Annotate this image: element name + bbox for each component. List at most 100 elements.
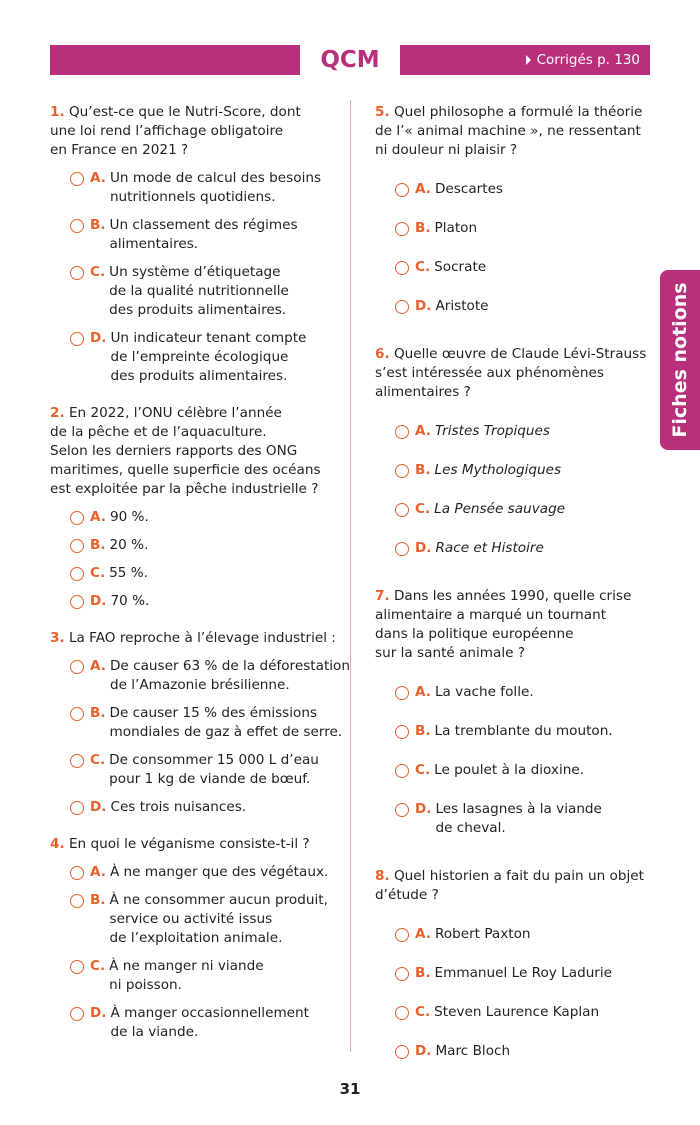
answer-checkbox[interactable] (70, 539, 84, 553)
option-letter: A. (415, 423, 431, 439)
option-text: Platon (434, 220, 478, 236)
question-text: 4. En quoi le véganisme consiste-t-il ? (50, 835, 342, 854)
answer-option[interactable]: C. Steven Laurence Kaplan (375, 1003, 655, 1022)
option-letter: B. (415, 965, 431, 981)
answer-option[interactable]: A. Descartes (375, 180, 655, 199)
option-letter: C. (415, 501, 431, 517)
side-tab-label[interactable]: Fiches notions (669, 282, 691, 438)
answer-checkbox[interactable] (70, 511, 84, 525)
answer-option[interactable]: A. 90 %. (50, 508, 342, 527)
answer-checkbox[interactable] (70, 332, 84, 346)
question-body: Quel historien a fait du pain un objet d… (375, 868, 644, 903)
answer-option[interactable]: B. Emmanuel Le Roy Ladurie (375, 964, 655, 983)
answer-option[interactable]: D. Race et Histoire (375, 539, 655, 558)
option-letter: C. (415, 1004, 431, 1020)
answer-checkbox[interactable] (395, 222, 409, 236)
answer-checkbox[interactable] (395, 542, 409, 556)
answer-option[interactable]: C. 55 %. (50, 564, 342, 583)
option-text: À ne manger que des végétaux. (109, 864, 329, 880)
option-text: Ces trois nuisances. (110, 799, 247, 815)
question-number: 6. (375, 346, 390, 362)
answer-checkbox[interactable] (70, 960, 84, 974)
answer-checkbox[interactable] (395, 425, 409, 439)
answer-option[interactable]: D. Les lasagnes à la viande de cheval. (375, 800, 655, 838)
answer-checkbox[interactable] (70, 894, 84, 908)
answer-option[interactable]: D. 70 %. (50, 592, 342, 611)
answer-checkbox[interactable] (395, 1006, 409, 1020)
left-column: 1. Qu’est-ce que le Nutri-Score, dont un… (50, 103, 350, 1042)
answer-checkbox[interactable] (395, 464, 409, 478)
answers-link[interactable]: Corrigés p. 130 (400, 45, 640, 75)
answer-option[interactable]: B. 20 %. (50, 536, 342, 555)
option-text: Emmanuel Le Roy Ladurie (434, 965, 613, 981)
answer-option[interactable]: A. À ne manger que des végétaux. (50, 863, 342, 882)
option-letter: B. (415, 220, 431, 236)
option-letter: D. (90, 593, 107, 609)
answer-option[interactable]: B. Platon (375, 219, 655, 238)
option-letter: B. (90, 537, 106, 553)
option-text: Un système d’étiquetage de la qualité nu… (109, 264, 289, 318)
answer-option[interactable]: A. La vache folle. (375, 683, 655, 702)
answer-option[interactable]: D. Ces trois nuisances. (50, 798, 342, 817)
answer-checkbox[interactable] (70, 801, 84, 815)
option-text: La vache folle. (434, 684, 534, 700)
option-text: Un indicateur tenant compte de l’emprein… (110, 330, 307, 384)
answer-checkbox[interactable] (70, 266, 84, 280)
answer-checkbox[interactable] (70, 866, 84, 880)
answer-checkbox[interactable] (395, 764, 409, 778)
question-body: Quel philosophe a formulé la théorie de … (375, 104, 643, 158)
option-letter: C. (415, 259, 431, 275)
question: 7. Dans les années 1990, quelle crise al… (375, 587, 655, 838)
answer-option[interactable]: C. À ne manger ni viande ni poisson. (50, 957, 342, 995)
answer-option[interactable]: A. Tristes Tropiques (375, 422, 655, 441)
answer-option[interactable]: D. À manger occasionnellement de la viand… (50, 1004, 342, 1042)
answer-checkbox[interactable] (395, 261, 409, 275)
answer-checkbox[interactable] (70, 595, 84, 609)
answers-link-text[interactable]: Corrigés p. 130 (536, 52, 640, 68)
answer-checkbox[interactable] (395, 1045, 409, 1059)
answer-checkbox[interactable] (395, 803, 409, 817)
answer-option[interactable]: C. De consommer 15 000 L d’eau pour 1 kg … (50, 751, 342, 789)
answer-option[interactable]: D. Un indicateur tenant compte de l’empre… (50, 329, 342, 386)
answer-checkbox[interactable] (395, 928, 409, 942)
answer-option[interactable]: A. De causer 63 % de la déforestation de … (50, 657, 350, 695)
question: 5. Quel philosophe a formulé la théorie … (375, 103, 655, 316)
answer-option[interactable]: B. La tremblante du mouton. (375, 722, 655, 741)
answer-option[interactable]: C. Le poulet à la dioxine. (375, 761, 655, 780)
header-bar (50, 45, 300, 75)
answer-checkbox[interactable] (70, 754, 84, 768)
option-text: Les Mythologiques (434, 462, 562, 478)
answer-option[interactable]: B. De causer 15 % des émissions mondiales… (50, 704, 342, 742)
answer-option[interactable]: D. Aristote (375, 297, 655, 316)
option-text: La tremblante du mouton. (434, 723, 613, 739)
option-text: À manger occasionnellement de la viande. (110, 1005, 309, 1040)
answer-checkbox[interactable] (70, 660, 84, 674)
question-body: En quoi le véganisme consiste-t-il ? (68, 836, 310, 852)
answer-checkbox[interactable] (70, 219, 84, 233)
answer-option[interactable]: B. Les Mythologiques (375, 461, 655, 480)
question-text: 6. Quelle œuvre de Claude Lévi-Strauss s… (375, 345, 655, 402)
answer-option[interactable]: A. Robert Paxton (375, 925, 655, 944)
answer-option[interactable]: C. Un système d’étiquetage de la qualité … (50, 263, 342, 320)
option-text: Marc Bloch (435, 1043, 511, 1059)
answer-option[interactable]: C. La Pensée sauvage (375, 500, 655, 519)
answer-option[interactable]: C. Socrate (375, 258, 655, 277)
answer-checkbox[interactable] (70, 1007, 84, 1021)
answer-checkbox[interactable] (70, 172, 84, 186)
answer-checkbox[interactable] (395, 686, 409, 700)
answer-checkbox[interactable] (395, 183, 409, 197)
answer-option[interactable]: B. À ne consommer aucun produit, service … (50, 891, 342, 948)
answer-option[interactable]: A. Un mode de calcul des besoins nutritio… (50, 169, 342, 207)
answer-checkbox[interactable] (70, 567, 84, 581)
question-number: 3. (50, 630, 65, 646)
answer-option[interactable]: B. Un classement des régimes alimentaires… (50, 216, 342, 254)
answer-checkbox[interactable] (395, 725, 409, 739)
answer-checkbox[interactable] (395, 503, 409, 517)
side-tab[interactable]: Fiches notions (660, 270, 700, 450)
answer-checkbox[interactable] (395, 300, 409, 314)
answer-checkbox[interactable] (395, 967, 409, 981)
answer-checkbox[interactable] (70, 707, 84, 721)
option-text: À ne manger ni viande ni poisson. (109, 958, 264, 993)
answer-option[interactable]: D. Marc Bloch (375, 1042, 655, 1061)
